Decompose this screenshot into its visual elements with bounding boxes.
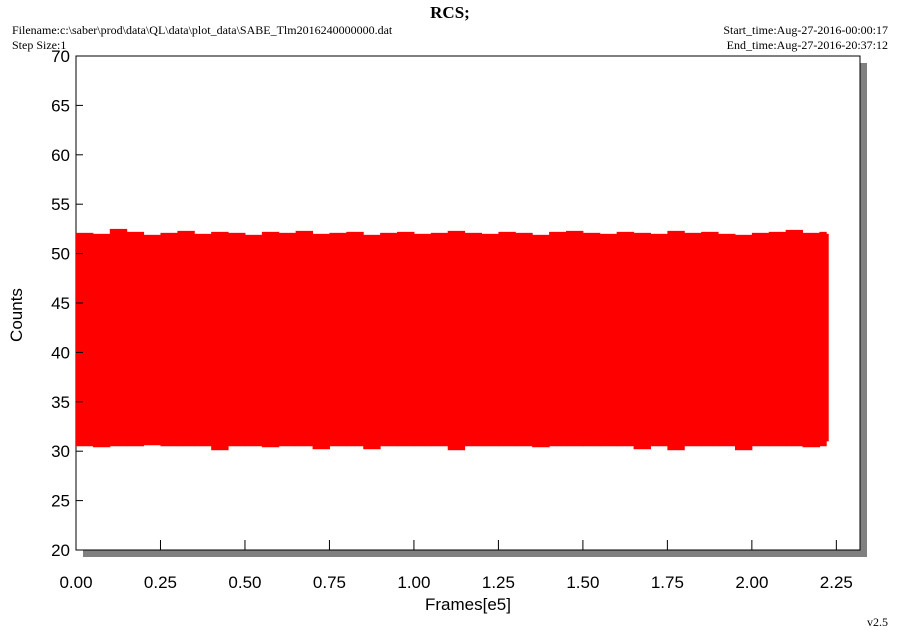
band-segment — [718, 233, 736, 447]
band-segment — [177, 230, 195, 447]
band-segment — [92, 233, 111, 448]
x-tick-label: 0.00 — [59, 573, 92, 592]
band-segment — [549, 231, 567, 447]
band-segment — [278, 232, 297, 447]
band-segment — [734, 234, 753, 451]
y-tick-label: 20 — [51, 541, 70, 560]
x-tick-label: 0.50 — [228, 573, 261, 592]
band-segment — [430, 232, 449, 447]
y-tick-label: 50 — [51, 245, 70, 264]
band-segment — [329, 232, 347, 447]
band-segment — [599, 233, 618, 447]
band-segment — [194, 233, 212, 447]
x-tick-label: 0.75 — [313, 573, 346, 592]
band-segment — [768, 231, 787, 447]
x-tick-label: 1.75 — [651, 573, 684, 592]
band-segment — [819, 231, 827, 447]
band-segment — [228, 232, 246, 447]
y-tick-label: 25 — [51, 492, 70, 511]
x-tick-label: 1.50 — [566, 573, 599, 592]
band-segment — [312, 233, 330, 450]
band-segment — [295, 230, 314, 447]
version: v2.5 — [867, 615, 888, 629]
band-segment — [397, 231, 415, 447]
marks — [76, 228, 829, 451]
band-segment — [261, 231, 280, 448]
band-segment — [126, 231, 145, 447]
band-segment — [667, 230, 685, 451]
y-tick-label: 35 — [51, 393, 70, 412]
band-segment — [481, 233, 499, 447]
y-axis-label: Counts — [7, 288, 26, 342]
band-segment — [76, 232, 94, 447]
band-segment — [160, 232, 178, 447]
band-segment — [802, 232, 820, 448]
x-tick-label: 1.25 — [482, 573, 515, 592]
band-segment — [616, 231, 635, 447]
y-tick-label: 40 — [51, 343, 70, 362]
band-segment — [684, 232, 702, 447]
x-tick-label: 1.00 — [397, 573, 430, 592]
band-segment — [498, 231, 516, 447]
y-tick-label: 60 — [51, 146, 70, 165]
band-segment — [211, 231, 229, 451]
x-axis-label: Frames[e5] — [425, 595, 511, 614]
band-segment — [380, 232, 398, 447]
band-segment — [413, 233, 432, 447]
band-segment — [363, 234, 381, 450]
x-tick-label: 2.00 — [735, 573, 768, 592]
step-size: Step Size:1 — [12, 38, 66, 52]
start-time: Start_time:Aug-27-2016-00:00:17 — [723, 23, 888, 37]
band-segment — [826, 233, 829, 442]
band-segment — [515, 232, 533, 447]
band-segment — [464, 232, 483, 447]
y-tick-label: 55 — [51, 195, 70, 214]
band-segment — [633, 232, 651, 450]
band-segment — [785, 229, 804, 447]
band-segment — [582, 232, 601, 447]
band-segment — [109, 228, 128, 447]
band-segment — [143, 234, 161, 446]
y-tick-label: 65 — [51, 96, 70, 115]
band-segment — [532, 234, 550, 448]
filename: Filename:c:\saber\prod\data\QL\data\plot… — [12, 23, 393, 37]
band-segment — [447, 230, 466, 451]
band-segment — [751, 232, 770, 447]
y-tick-label: 45 — [51, 294, 70, 313]
y-tick-label: 70 — [51, 47, 70, 66]
chart-title: RCS; — [430, 3, 470, 22]
end-time: End_time:Aug-27-2016-20:37:12 — [727, 38, 888, 52]
band-segment — [566, 230, 584, 447]
y-tick-label: 30 — [51, 442, 70, 461]
band-segment — [346, 231, 364, 447]
band-segment — [701, 231, 719, 447]
band-segment — [650, 233, 668, 447]
x-tick-label: 2.25 — [820, 573, 853, 592]
x-tick-label: 0.25 — [144, 573, 177, 592]
band-segment — [244, 234, 263, 447]
